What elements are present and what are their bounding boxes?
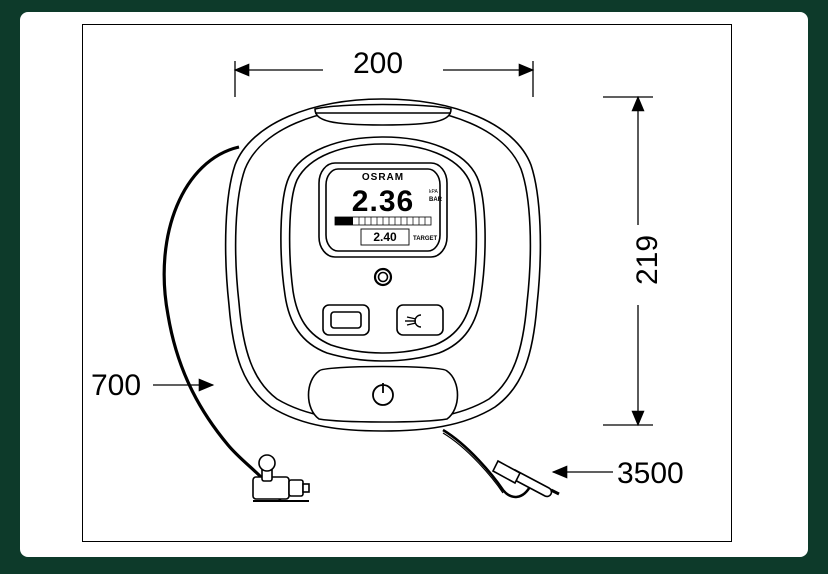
- lcd-target-label: TARGET: [413, 236, 438, 242]
- lcd-unit-bottom: BAR: [429, 197, 443, 203]
- right-button: [397, 305, 443, 335]
- power-button-plate: [309, 367, 458, 423]
- lcd-unit-top: kPA: [429, 189, 438, 195]
- drawing-frame: 200 219 700 3500: [82, 24, 732, 542]
- brand-label: OSRAM: [362, 172, 404, 183]
- diagram-card: 200 219 700 3500: [20, 12, 808, 557]
- lcd-main-value: 2.36: [352, 185, 414, 218]
- lcd-target-value: 2.40: [373, 230, 397, 244]
- hose-connector-icon: [253, 455, 309, 501]
- device-illustration: OSRAM 2.36 kPA BAR: [83, 25, 731, 541]
